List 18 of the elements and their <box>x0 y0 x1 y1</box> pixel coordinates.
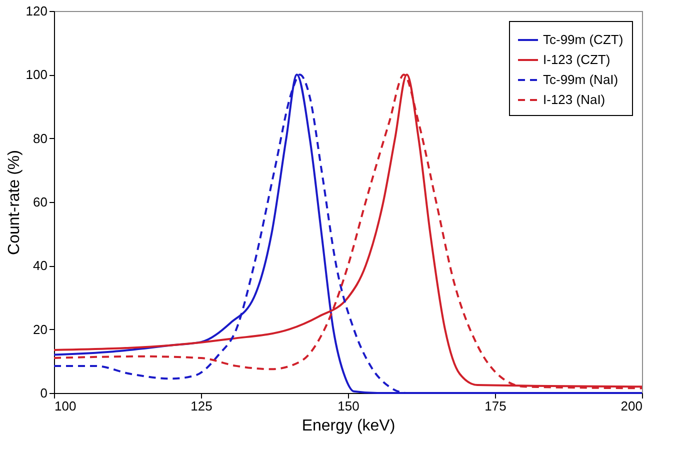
y-tick-label: 60 <box>33 194 48 210</box>
legend-label: I-123 (NaI) <box>543 92 606 107</box>
y-tick-label: 100 <box>26 67 48 82</box>
legend-label: Tc-99m (CZT) <box>543 32 624 47</box>
x-tick-label: 125 <box>190 398 212 414</box>
y-axis-title: Count-rate (%) <box>6 150 23 255</box>
y-tick-label: 20 <box>33 322 48 337</box>
y-tick-label: 120 <box>26 4 48 18</box>
y-tick-label: 40 <box>33 258 48 274</box>
x-axis-title: Energy (keV) <box>302 418 396 434</box>
x-tick-label: 175 <box>484 398 506 414</box>
y-tick-label: 80 <box>33 130 48 146</box>
legend-label: Tc-99m (NaI) <box>543 72 618 87</box>
x-tick-label: 150 <box>338 398 360 414</box>
legend-label: I-123 (CZT) <box>543 52 610 67</box>
x-tick-label: 100 <box>54 398 76 414</box>
x-tick-label: 200 <box>620 398 642 414</box>
y-tick-label: 0 <box>40 386 48 400</box>
